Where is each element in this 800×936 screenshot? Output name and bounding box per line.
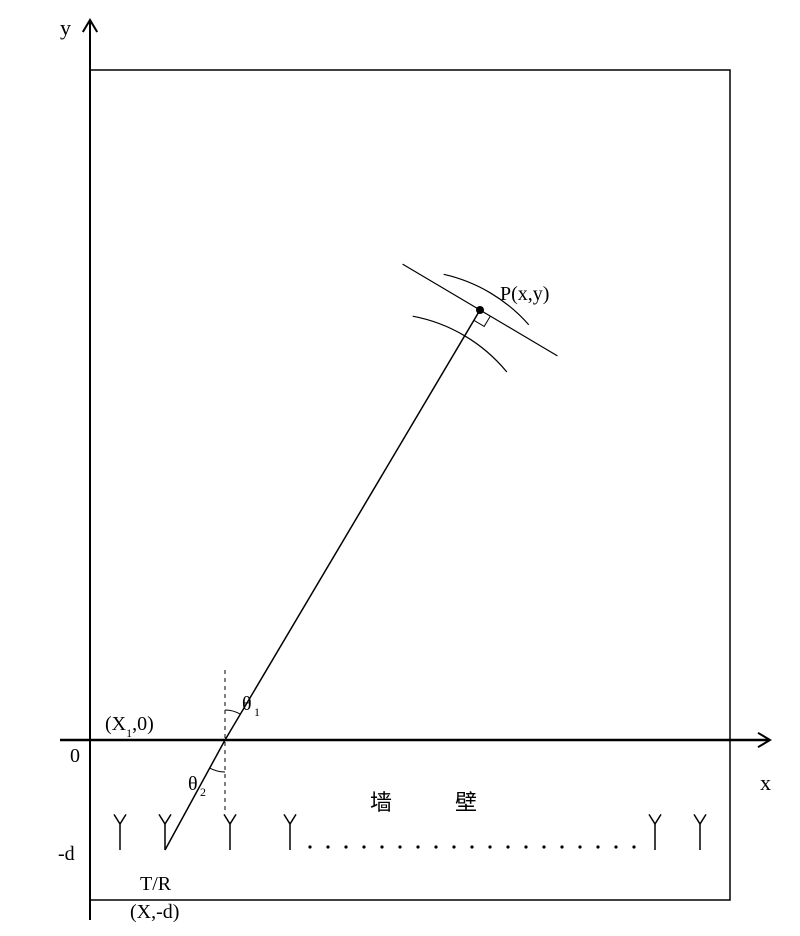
- antenna-array-dot: [614, 845, 617, 848]
- antenna-array-dot: [578, 845, 581, 848]
- x-axis-label: x: [760, 770, 771, 795]
- background: [0, 0, 800, 936]
- antenna-array-dot: [434, 845, 437, 848]
- wall-label-1: 墙: [370, 790, 392, 815]
- antenna-array-dot: [344, 845, 347, 848]
- wall-label-2: 壁: [455, 790, 477, 815]
- theta1-label: θ: [242, 693, 252, 715]
- theta1-sub: 1: [254, 705, 260, 719]
- y-axis-label: y: [60, 15, 71, 40]
- theta2-label: θ: [188, 773, 198, 795]
- neg-d-label: -d: [58, 843, 75, 865]
- theta2-sub: 2: [200, 785, 206, 799]
- antenna-array-dot: [632, 845, 635, 848]
- antenna-array-dot: [542, 845, 545, 848]
- target-point-label: P(x,y): [500, 283, 549, 305]
- antenna-array-dot: [488, 845, 491, 848]
- transmitter-coord-label: (X,-d): [130, 901, 179, 923]
- refraction-diagram: xy0-d墙壁θ1θ2(X1,0)P(x,y)T/R(X,-d): [0, 0, 800, 936]
- antenna-array-dot: [398, 845, 401, 848]
- antenna-array-dot: [524, 845, 527, 848]
- antenna-array-dot: [596, 845, 599, 848]
- antenna-array-dot: [470, 845, 473, 848]
- antenna-array-dot: [326, 845, 329, 848]
- antenna-array-dot: [362, 845, 365, 848]
- antenna-array-dot: [506, 845, 509, 848]
- antenna-array-dot: [380, 845, 383, 848]
- antenna-array-dot: [452, 845, 455, 848]
- antenna-array-dot: [308, 845, 311, 848]
- origin-label: 0: [70, 745, 80, 767]
- transmitter-label: T/R: [140, 873, 172, 895]
- antenna-array-dot: [416, 845, 419, 848]
- antenna-array-dot: [560, 845, 563, 848]
